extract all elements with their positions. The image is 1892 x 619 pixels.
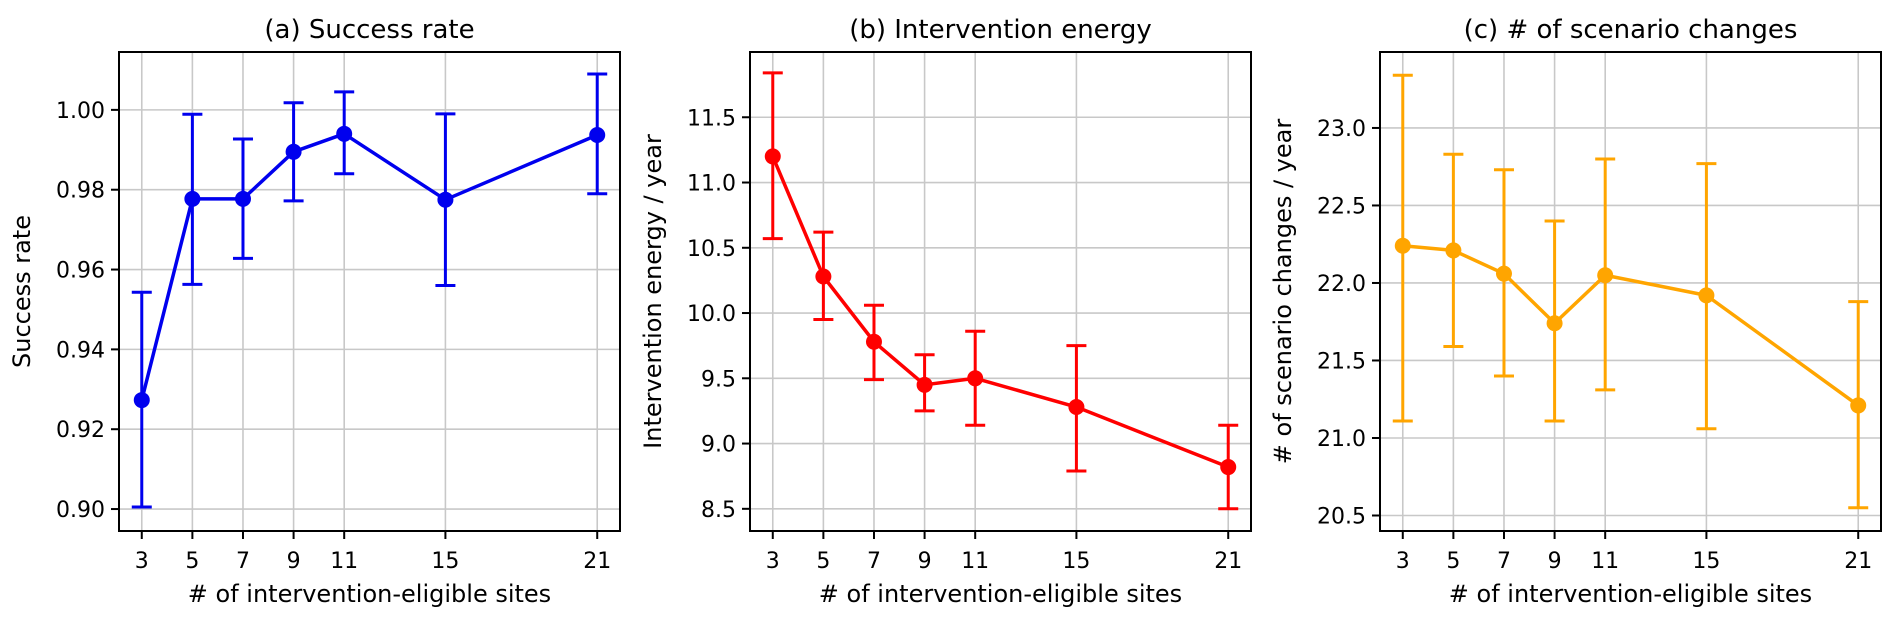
x-tick-label: 15 xyxy=(1062,549,1090,574)
data-points xyxy=(133,125,606,409)
y-axis-label: Success rate xyxy=(8,215,36,368)
x-tick-label: 21 xyxy=(1845,549,1873,574)
x-tick-label: 7 xyxy=(867,549,881,574)
data-point xyxy=(184,190,201,207)
y-tick-label: 10.0 xyxy=(687,302,736,327)
data-points xyxy=(764,148,1236,476)
data-point xyxy=(815,268,832,285)
x-axis-label: # of intervention-eligible sites xyxy=(1449,580,1812,608)
data-point xyxy=(437,191,454,208)
x-tick-label: 5 xyxy=(185,549,199,574)
data-point xyxy=(1698,287,1715,304)
data-point xyxy=(764,148,781,165)
y-tick-label: 10.5 xyxy=(687,237,736,262)
y-tick-label: 0.96 xyxy=(56,259,105,284)
y-tick-label: 0.94 xyxy=(56,338,105,363)
panel-background xyxy=(630,0,1262,619)
data-point xyxy=(1068,399,1085,416)
panel-background xyxy=(0,0,631,619)
chart-title: (b) Intervention energy xyxy=(849,15,1152,45)
x-tick-label: 15 xyxy=(1693,549,1721,574)
x-tick-label: 9 xyxy=(1548,549,1562,574)
data-point xyxy=(1850,397,1867,414)
x-tick-label: 3 xyxy=(135,549,149,574)
plot-border xyxy=(748,51,1252,532)
y-tick-label: 0.92 xyxy=(56,418,105,443)
y-tick-label: 22.0 xyxy=(1317,272,1366,297)
y-tick-label: 0.90 xyxy=(56,498,105,523)
x-tick-label: 21 xyxy=(583,549,611,574)
x-tick-label: 21 xyxy=(1214,549,1242,574)
y-tick-label: 1.00 xyxy=(56,99,105,124)
y-tick-label: 11.0 xyxy=(687,172,736,197)
tick-marks xyxy=(741,116,1229,539)
x-tick-label: 3 xyxy=(1396,549,1410,574)
data-point xyxy=(589,127,606,144)
y-tick-label: 8.5 xyxy=(701,498,736,523)
y-tick-label: 20.5 xyxy=(1317,504,1366,529)
chart-intervention-energy: 3 5 7 9 11 15 21 8.5 9.0 9.5 10.0 10.5 11.0 11.5 (b) I… xyxy=(630,0,1262,619)
y-axis-label: Intervention energy / year xyxy=(639,134,667,449)
data-point xyxy=(1395,237,1412,254)
plot-border xyxy=(118,51,622,532)
x-axis-label: # of intervention-eligible sites xyxy=(818,580,1181,608)
data-points xyxy=(1395,237,1867,414)
y-tick-label: 9.0 xyxy=(701,433,736,458)
data-point xyxy=(1496,265,1513,282)
data-point xyxy=(285,143,302,160)
x-tick-label: 11 xyxy=(1592,549,1620,574)
chart-scenario-changes: 3 5 7 9 11 15 21 20.5 21.0 21.5 22.0 22.5 23.0 (c) # … xyxy=(1261,0,1892,619)
panel-c-scenario-changes: 3 5 7 9 11 15 21 20.5 21.0 21.5 22.0 22.5 23.0 (c) # … xyxy=(1261,0,1892,619)
data-point xyxy=(234,190,251,207)
x-tick-label: 11 xyxy=(961,549,989,574)
panel-a-success-rate: 3 5 7 9 11 15 21 0.90 0.92 0.94 0.96 0.98 1.00 (a) Su… xyxy=(0,0,631,619)
x-tick-label: 7 xyxy=(1497,549,1511,574)
y-tick-label: 22.5 xyxy=(1317,194,1366,219)
x-tick-label: 15 xyxy=(431,549,459,574)
data-point xyxy=(966,370,983,387)
data-point xyxy=(336,125,353,142)
chart-title: (c) # of scenario changes xyxy=(1464,15,1798,45)
data-point xyxy=(133,392,150,409)
y-tick-label: 21.0 xyxy=(1317,427,1366,452)
data-point xyxy=(1219,459,1236,476)
chart-success-rate: 3 5 7 9 11 15 21 0.90 0.92 0.94 0.96 0.98 1.00 (a) Su… xyxy=(0,0,631,619)
x-tick-label: 5 xyxy=(816,549,830,574)
x-tick-label: 7 xyxy=(236,549,250,574)
x-tick-label: 5 xyxy=(1447,549,1461,574)
x-tick-label: 9 xyxy=(287,549,301,574)
tick-marks xyxy=(1372,126,1860,539)
y-axis-label: # of scenario changes / year xyxy=(1269,119,1297,465)
y-tick-label: 0.98 xyxy=(56,179,105,204)
panel-b-intervention-energy: 3 5 7 9 11 15 21 8.5 9.0 9.5 10.0 10.5 11.0 11.5 (b) I… xyxy=(630,0,1262,619)
x-tick-label: 9 xyxy=(917,549,931,574)
data-point xyxy=(916,376,933,393)
data-point xyxy=(1597,267,1614,284)
data-point xyxy=(865,333,882,350)
tick-marks xyxy=(111,108,599,539)
x-tick-label: 3 xyxy=(765,549,779,574)
y-tick-label: 11.5 xyxy=(687,106,736,131)
chart-title: (a) Success rate xyxy=(264,15,474,45)
x-tick-label: 11 xyxy=(330,549,358,574)
y-tick-label: 21.5 xyxy=(1317,349,1366,374)
y-tick-label: 23.0 xyxy=(1317,117,1366,142)
data-point xyxy=(1546,315,1563,332)
y-tick-label: 9.5 xyxy=(701,367,736,392)
plot-border xyxy=(1379,51,1883,532)
x-axis-label: # of intervention-eligible sites xyxy=(188,580,551,608)
data-point xyxy=(1445,242,1462,259)
